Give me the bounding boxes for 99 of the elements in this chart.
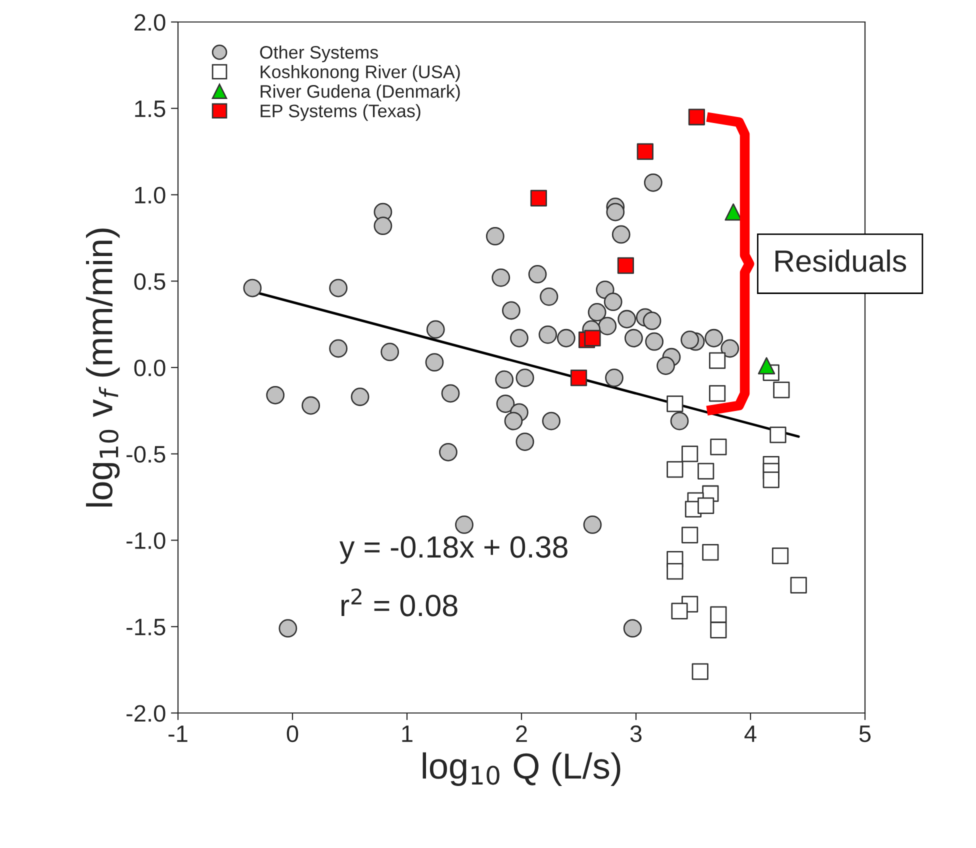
point — [692, 663, 708, 680]
point — [538, 325, 558, 344]
point — [656, 356, 675, 375]
point — [570, 370, 588, 386]
point — [636, 143, 654, 160]
point — [583, 516, 602, 534]
y-tick-label: -0.5 — [126, 446, 166, 463]
point — [720, 339, 740, 358]
point — [682, 526, 698, 544]
point — [612, 225, 630, 244]
point — [710, 622, 727, 638]
point — [666, 461, 684, 478]
point — [502, 301, 520, 320]
point — [617, 257, 634, 274]
point — [618, 310, 636, 328]
legend-label: River Gudena (Denmark) — [260, 84, 460, 102]
point — [374, 216, 392, 236]
x-tick-label: -1 — [168, 726, 188, 742]
y-tick-label: 1.5 — [135, 100, 166, 118]
point — [528, 265, 547, 284]
annotation: r$^{2}$ = 0.08 — [341, 588, 458, 616]
point — [329, 278, 348, 298]
point — [773, 382, 790, 398]
point — [671, 602, 688, 620]
point — [710, 438, 727, 456]
point — [510, 328, 528, 348]
point — [698, 462, 714, 480]
point — [598, 316, 617, 336]
point — [645, 332, 664, 351]
point — [441, 384, 460, 403]
legend-label: EP Systems (Texas) — [260, 104, 420, 121]
point — [278, 619, 298, 638]
y-axis-title: log$_{10}$ v$_{f}$ (mm/min) — [86, 228, 120, 506]
point — [425, 353, 444, 372]
point — [605, 368, 624, 388]
point — [504, 412, 523, 430]
point — [455, 516, 474, 534]
y-tick-label: -1.0 — [126, 532, 166, 550]
point — [495, 370, 514, 389]
point — [666, 395, 684, 412]
point — [724, 203, 742, 221]
x-tick-label: 5 — [859, 726, 871, 742]
x-tick-label: 1 — [402, 726, 412, 742]
y-tick-label: 2.0 — [134, 14, 166, 31]
point — [642, 312, 662, 330]
point — [486, 227, 504, 246]
point — [624, 328, 643, 348]
point — [762, 471, 780, 488]
x-axis-title: log$_{10}$ Q (L/s) — [422, 752, 620, 786]
point — [758, 357, 776, 374]
point — [770, 426, 786, 444]
point — [266, 386, 285, 404]
point — [584, 330, 601, 346]
point — [516, 432, 534, 451]
legend-label: Other Systems — [260, 45, 378, 62]
point — [542, 412, 560, 430]
point — [702, 544, 719, 561]
y-tick-label: 0.5 — [134, 273, 166, 290]
point — [680, 330, 700, 350]
point — [439, 442, 458, 462]
point — [496, 394, 515, 413]
point — [606, 202, 625, 222]
point — [623, 619, 642, 638]
point — [380, 342, 400, 362]
point — [556, 328, 576, 348]
point — [666, 563, 684, 580]
point — [670, 412, 689, 430]
point — [790, 576, 807, 594]
point — [710, 606, 727, 623]
point — [708, 385, 726, 402]
point — [540, 287, 558, 306]
y-tick-label: -2.0 — [126, 705, 166, 722]
annotation: Residuals — [776, 249, 906, 272]
y-tick-label: 1.0 — [135, 186, 166, 204]
point — [698, 497, 714, 514]
legend-label: Koshkonong River (USA) — [260, 65, 460, 82]
point — [350, 388, 370, 406]
point — [708, 352, 726, 369]
point — [426, 320, 445, 339]
point — [243, 278, 262, 298]
point — [530, 190, 547, 207]
x-tick-label: 2 — [516, 725, 527, 742]
point — [516, 368, 534, 388]
point — [644, 173, 662, 192]
point — [772, 547, 789, 564]
point — [688, 108, 705, 126]
annotation: y = -0.18x + 0.38 — [340, 536, 568, 564]
x-tick-label: 0 — [286, 725, 298, 742]
point — [588, 303, 606, 322]
y-tick-label: 0.0 — [134, 360, 166, 376]
y-tick-label: -1.5 — [126, 618, 166, 636]
x-tick-label: 3 — [630, 725, 642, 742]
point — [682, 446, 698, 462]
x-tick-label: 4 — [744, 726, 756, 742]
point — [302, 396, 320, 415]
point — [492, 268, 510, 287]
point — [329, 339, 348, 358]
point — [604, 292, 622, 312]
point — [704, 328, 724, 348]
